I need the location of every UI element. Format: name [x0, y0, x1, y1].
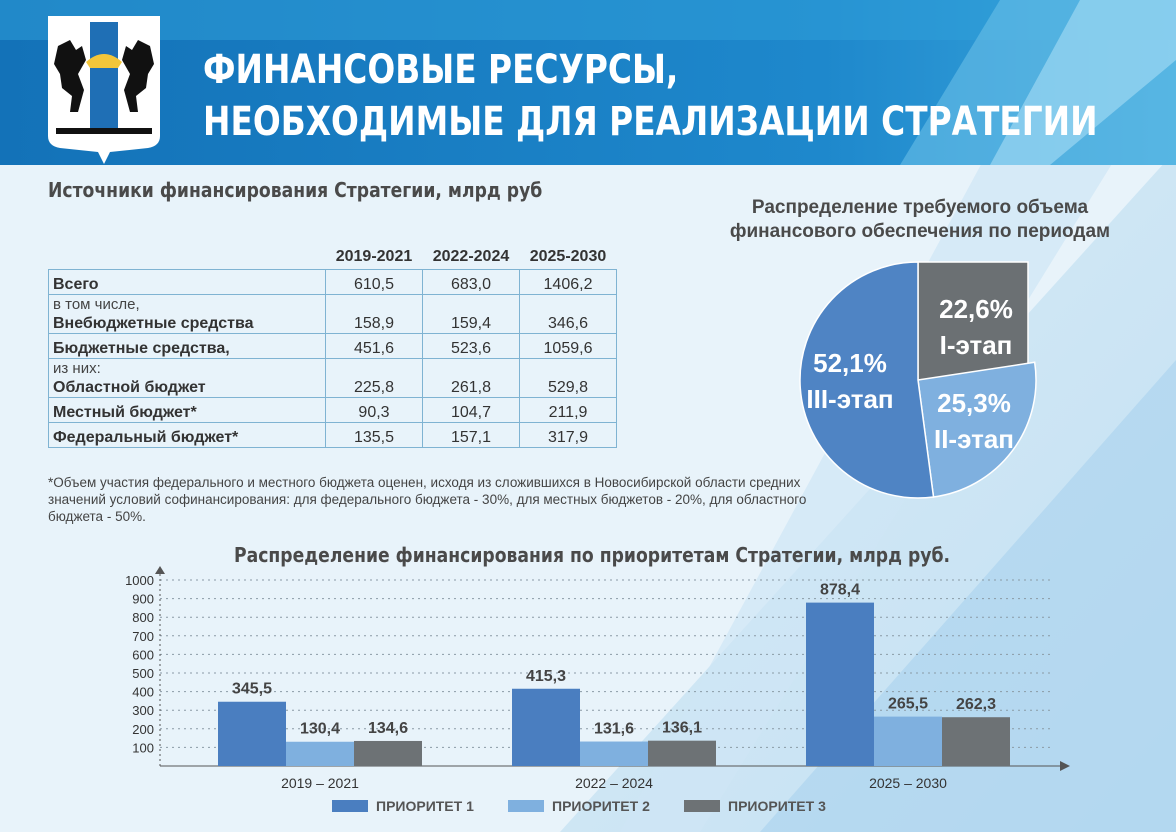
- row-label: Всего: [53, 276, 99, 293]
- row-label: Федеральный бюджет*: [53, 429, 239, 446]
- sources-table: 2019-2021 2022-2024 2025-2030 Всего 610,5…: [48, 247, 617, 448]
- x-axis-arrow: [1060, 761, 1070, 771]
- bar: [354, 740, 422, 766]
- y-tick-label: 500: [132, 666, 154, 681]
- legend-swatch: [684, 800, 720, 812]
- bar: [942, 717, 1010, 766]
- pie-chart: 22,6% I-этап 25,3% II-этап 52,1% III-этап: [799, 261, 1037, 499]
- y-tick-label: 1000: [125, 573, 154, 588]
- bar-chart-title: Распределение финансирования по приорите…: [234, 543, 951, 567]
- bar: [512, 688, 580, 766]
- bar: [580, 741, 648, 766]
- bar: [218, 701, 286, 766]
- legend-label: ПРИОРИТЕТ 2: [552, 798, 650, 814]
- pie-category-label: III-этап: [806, 384, 893, 414]
- title-line-2: НЕОБХОДИМЫЕ ДЛЯ РЕАЛИЗАЦИИ СТРАТЕГИИ: [203, 99, 1098, 145]
- y-tick-label: 300: [132, 703, 154, 718]
- legend-label: ПРИОРИТЕТ 1: [376, 798, 474, 814]
- row-prefix: из них:: [53, 360, 101, 377]
- table-cell: 158,9: [325, 294, 423, 334]
- table-header-col: 2025-2030: [529, 248, 607, 265]
- bar-value-label: 130,4: [300, 721, 340, 738]
- table-cell: 1406,2: [519, 269, 617, 295]
- pie-value-label: 25,3%: [937, 388, 1011, 418]
- table-cell: 346,6: [519, 294, 617, 334]
- y-tick-label: 100: [132, 740, 154, 755]
- table-cell: 683,0: [422, 269, 520, 295]
- bar-value-label: 262,3: [956, 696, 996, 713]
- row-label: Областной бюджет: [53, 379, 206, 396]
- table-header-col: 2022-2024: [432, 248, 510, 265]
- row-label: Бюджетные средства,: [53, 340, 230, 357]
- legend-item-prio3: ПРИОРИТЕТ 3: [684, 798, 826, 814]
- sources-table-title: Источники финансирования Стратегии, млрд…: [48, 178, 543, 202]
- table-cell: 1059,6: [519, 333, 617, 359]
- table-cell: 104,7: [422, 397, 520, 423]
- pie-category-label: I-этап: [940, 330, 1013, 360]
- x-tick-label: 2019 – 2021: [281, 775, 359, 791]
- y-tick-label: 700: [132, 629, 154, 644]
- row-label-cell: Местный бюджет*: [48, 397, 326, 423]
- table-cell: 523,6: [422, 333, 520, 359]
- table-row: Местный бюджет* 90,3 104,7 211,9: [48, 397, 617, 423]
- pie-category-label: II-этап: [934, 424, 1014, 454]
- y-tick-label: 400: [132, 685, 154, 700]
- table-header-row: 2019-2021 2022-2024 2025-2030: [49, 247, 617, 270]
- table-footnote: *Объем участия федерального и местного б…: [48, 475, 807, 524]
- novosibirsk-coat-of-arms-icon: [48, 16, 160, 164]
- bar-value-label: 345,5: [232, 681, 272, 698]
- pie-value-label: 52,1%: [813, 348, 887, 378]
- bar: [286, 741, 354, 766]
- legend-item-prio2: ПРИОРИТЕТ 2: [508, 798, 650, 814]
- row-label: Внебюджетные средства: [53, 315, 254, 332]
- row-label-cell: из них: Областной бюджет: [48, 358, 326, 398]
- table-cell: 135,5: [325, 422, 423, 448]
- row-label: Местный бюджет*: [53, 404, 197, 421]
- legend-label: ПРИОРИТЕТ 3: [728, 798, 826, 814]
- legend-item-prio1: ПРИОРИТЕТ 1: [332, 798, 474, 814]
- bar-value-label: 265,5: [888, 696, 928, 713]
- table-cell: 529,8: [519, 358, 617, 398]
- row-prefix: в том числе,: [53, 296, 140, 313]
- table-cell: 317,9: [519, 422, 617, 448]
- page-title: ФИНАНСОВЫЕ РЕСУРСЫ, НЕОБХОДИМЫЕ ДЛЯ РЕАЛ…: [203, 44, 1098, 148]
- legend-swatch: [508, 800, 544, 812]
- table-row: в том числе, Внебюджетные средства 158,9 15…: [48, 294, 617, 334]
- y-tick-label: 900: [132, 592, 154, 607]
- table-cell: 211,9: [519, 397, 617, 423]
- y-tick-label: 200: [132, 722, 154, 737]
- table-header-col: 2019-2021: [335, 248, 413, 265]
- bar: [648, 740, 716, 766]
- pie-chart-title: Распределение требуемого объема финансов…: [729, 197, 1111, 242]
- bar: [874, 716, 942, 766]
- legend-swatch: [332, 800, 368, 812]
- y-axis-arrow: [155, 566, 165, 574]
- row-label-cell: Федеральный бюджет*: [48, 422, 326, 448]
- table-cell: 610,5: [325, 269, 423, 295]
- table-cell: 159,4: [422, 294, 520, 334]
- pie-slice: [917, 361, 1037, 498]
- table-cell: 157,1: [422, 422, 520, 448]
- pie-slice: [799, 261, 935, 499]
- bar-value-label: 136,1: [662, 720, 702, 737]
- bar-value-label: 131,6: [594, 721, 634, 738]
- table-row: Федеральный бюджет* 135,5 157,1 317,9: [48, 422, 617, 448]
- row-label-cell: в том числе, Внебюджетные средства: [48, 294, 326, 334]
- bar-value-label: 878,4: [820, 582, 860, 599]
- bar-value-label: 415,3: [526, 668, 566, 685]
- table-cell: 261,8: [422, 358, 520, 398]
- bar: [806, 602, 874, 766]
- bar-value-label: 134,6: [368, 720, 408, 737]
- x-tick-label: 2025 – 2030: [869, 775, 947, 791]
- pie-value-label: 22,6%: [939, 294, 1013, 324]
- header: ФИНАНСОВЫЕ РЕСУРСЫ, НЕОБХОДИМЫЕ ДЛЯ РЕАЛ…: [0, 0, 1176, 165]
- y-tick-label: 600: [132, 647, 154, 662]
- y-tick-label: 800: [132, 610, 154, 625]
- x-tick-label: 2022 – 2024: [575, 775, 653, 791]
- title-line-1: ФИНАНСОВЫЕ РЕСУРСЫ,: [203, 47, 679, 93]
